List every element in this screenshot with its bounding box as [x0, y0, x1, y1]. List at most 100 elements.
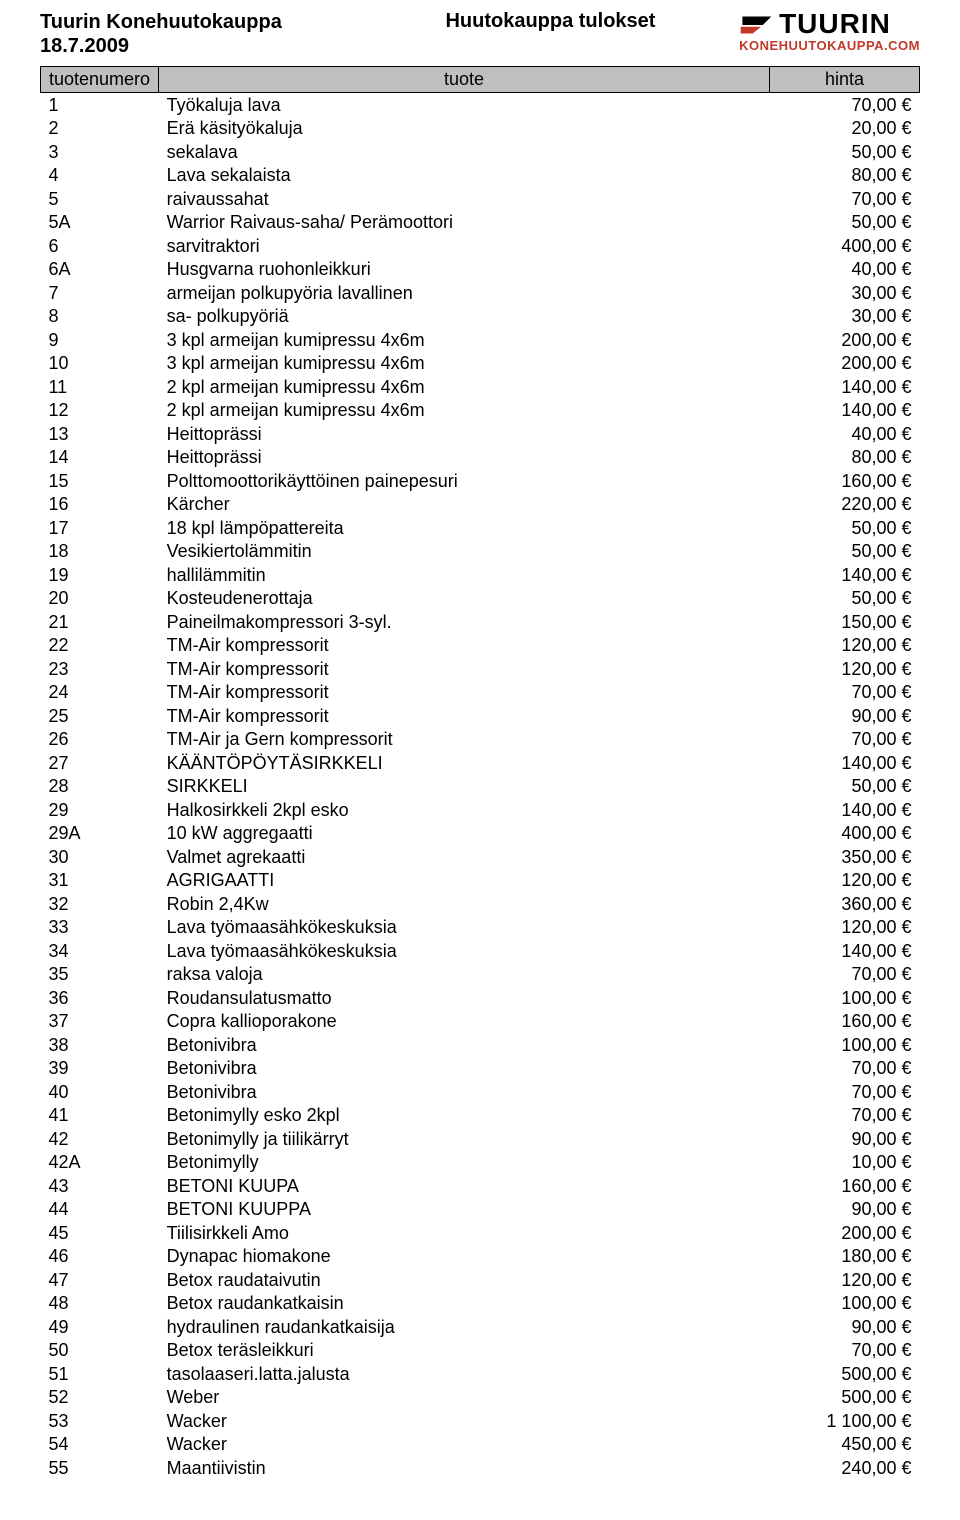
cell-name: Lava työmaasähkökeskuksia [159, 916, 770, 940]
cell-num: 6 [41, 234, 159, 258]
table-row: 45Tiilisirkkeli Amo200,00 € [41, 1221, 920, 1245]
cell-num: 15 [41, 469, 159, 493]
cell-price: 140,00 € [770, 751, 920, 775]
cell-name: Roudansulatusmatto [159, 986, 770, 1010]
cell-name: 2 kpl armeijan kumipressu 4x6m [159, 375, 770, 399]
table-row: 51tasolaaseri.latta.jalusta500,00 € [41, 1362, 920, 1386]
table-row: 36Roudansulatusmatto100,00 € [41, 986, 920, 1010]
cell-price: 400,00 € [770, 822, 920, 846]
table-row: 6AHusgvarna ruohonleikkuri40,00 € [41, 258, 920, 282]
table-row: 44BETONI KUUPPA90,00 € [41, 1198, 920, 1222]
cell-num: 29 [41, 798, 159, 822]
cell-price: 70,00 € [770, 681, 920, 705]
cell-name: Kärcher [159, 493, 770, 517]
cell-price: 100,00 € [770, 1292, 920, 1316]
table-row: 13Heittoprässi40,00 € [41, 422, 920, 446]
cell-name: 10 kW aggregaatti [159, 822, 770, 846]
cell-price: 1 100,00 € [770, 1409, 920, 1433]
table-row: 42Betonimylly ja tiilikärryt90,00 € [41, 1127, 920, 1151]
col-header-name: tuote [159, 67, 770, 93]
cell-num: 19 [41, 563, 159, 587]
table-row: 93 kpl armeijan kumipressu 4x6m200,00 € [41, 328, 920, 352]
table-row: 24TM-Air kompressorit70,00 € [41, 681, 920, 705]
cell-num: 44 [41, 1198, 159, 1222]
table-row: 4Lava sekalaista80,00 € [41, 164, 920, 188]
table-row: 47Betox raudataivutin120,00 € [41, 1268, 920, 1292]
cell-num: 4 [41, 164, 159, 188]
cell-num: 30 [41, 845, 159, 869]
cell-price: 70,00 € [770, 187, 920, 211]
table-row: 3sekalava50,00 € [41, 140, 920, 164]
table-row: 48Betox raudankatkaisin100,00 € [41, 1292, 920, 1316]
cell-num: 48 [41, 1292, 159, 1316]
cell-num: 9 [41, 328, 159, 352]
table-row: 5raivaussahat70,00 € [41, 187, 920, 211]
table-row: 20Kosteudenerottaja50,00 € [41, 587, 920, 611]
header-right: TUURIN KONEHUUTOKAUPPA.COM [739, 10, 920, 55]
cell-name: Betox raudataivutin [159, 1268, 770, 1292]
cell-num: 16 [41, 493, 159, 517]
cell-num: 49 [41, 1315, 159, 1339]
cell-name: 3 kpl armeijan kumipressu 4x6m [159, 352, 770, 376]
cell-name: Paineilmakompressori 3-syl. [159, 610, 770, 634]
cell-name: sa- polkupyöriä [159, 305, 770, 329]
cell-name: Betonivibra [159, 1033, 770, 1057]
cell-price: 120,00 € [770, 869, 920, 893]
table-row: 37Copra kallioporakone160,00 € [41, 1010, 920, 1034]
cell-price: 140,00 € [770, 798, 920, 822]
cell-num: 24 [41, 681, 159, 705]
cell-price: 80,00 € [770, 446, 920, 470]
table-row: 23TM-Air kompressorit120,00 € [41, 657, 920, 681]
cell-num: 37 [41, 1010, 159, 1034]
cell-name: Lava työmaasähkökeskuksia [159, 939, 770, 963]
cell-num: 7 [41, 281, 159, 305]
cell-price: 450,00 € [770, 1433, 920, 1457]
table-row: 28SIRKKELI50,00 € [41, 775, 920, 799]
cell-name: Betox teräsleikkuri [159, 1339, 770, 1363]
cell-name: TM-Air kompressorit [159, 657, 770, 681]
table-row: 34Lava työmaasähkökeskuksia140,00 € [41, 939, 920, 963]
logo-sub-text: KONEHUUTOKAUPPA.COM [739, 38, 920, 53]
cell-price: 160,00 € [770, 1174, 920, 1198]
col-header-price: hinta [770, 67, 920, 93]
table-row: 103 kpl armeijan kumipressu 4x6m200,00 € [41, 352, 920, 376]
table-row: 46Dynapac hiomakone180,00 € [41, 1245, 920, 1269]
table-row: 52Weber500,00 € [41, 1386, 920, 1410]
cell-price: 70,00 € [770, 728, 920, 752]
cell-num: 38 [41, 1033, 159, 1057]
cell-name: raivaussahat [159, 187, 770, 211]
table-row: 40Betonivibra70,00 € [41, 1080, 920, 1104]
logo-top: TUURIN [739, 10, 920, 38]
cell-num: 13 [41, 422, 159, 446]
cell-name: BETONI KUUPPA [159, 1198, 770, 1222]
cell-num: 35 [41, 963, 159, 987]
cell-num: 39 [41, 1057, 159, 1081]
cell-price: 400,00 € [770, 234, 920, 258]
cell-price: 500,00 € [770, 1386, 920, 1410]
results-table: tuotenumero tuote hinta 1Työkaluja lava7… [40, 66, 920, 1480]
cell-num: 10 [41, 352, 159, 376]
table-row: 8sa- polkupyöriä30,00 € [41, 305, 920, 329]
cell-num: 22 [41, 634, 159, 658]
cell-num: 53 [41, 1409, 159, 1433]
table-row: 6sarvitraktori400,00 € [41, 234, 920, 258]
cell-num: 8 [41, 305, 159, 329]
cell-price: 50,00 € [770, 587, 920, 611]
cell-name: Betonimylly ja tiilikärryt [159, 1127, 770, 1151]
table-row: 55Maantiivistin240,00 € [41, 1456, 920, 1480]
cell-num: 29A [41, 822, 159, 846]
cell-num: 50 [41, 1339, 159, 1363]
cell-price: 50,00 € [770, 140, 920, 164]
cell-name: SIRKKELI [159, 775, 770, 799]
table-row: 30Valmet agrekaatti350,00 € [41, 845, 920, 869]
cell-name: BETONI KUUPA [159, 1174, 770, 1198]
cell-num: 6A [41, 258, 159, 282]
cell-num: 47 [41, 1268, 159, 1292]
cell-price: 100,00 € [770, 1033, 920, 1057]
cell-name: KÄÄNTÖPÖYTÄSIRKKELI [159, 751, 770, 775]
cell-price: 10,00 € [770, 1151, 920, 1175]
cell-num: 12 [41, 399, 159, 423]
cell-num: 28 [41, 775, 159, 799]
page-title: Tuurin Konehuutokauppa [40, 10, 282, 34]
logo-shape-icon [739, 13, 773, 35]
